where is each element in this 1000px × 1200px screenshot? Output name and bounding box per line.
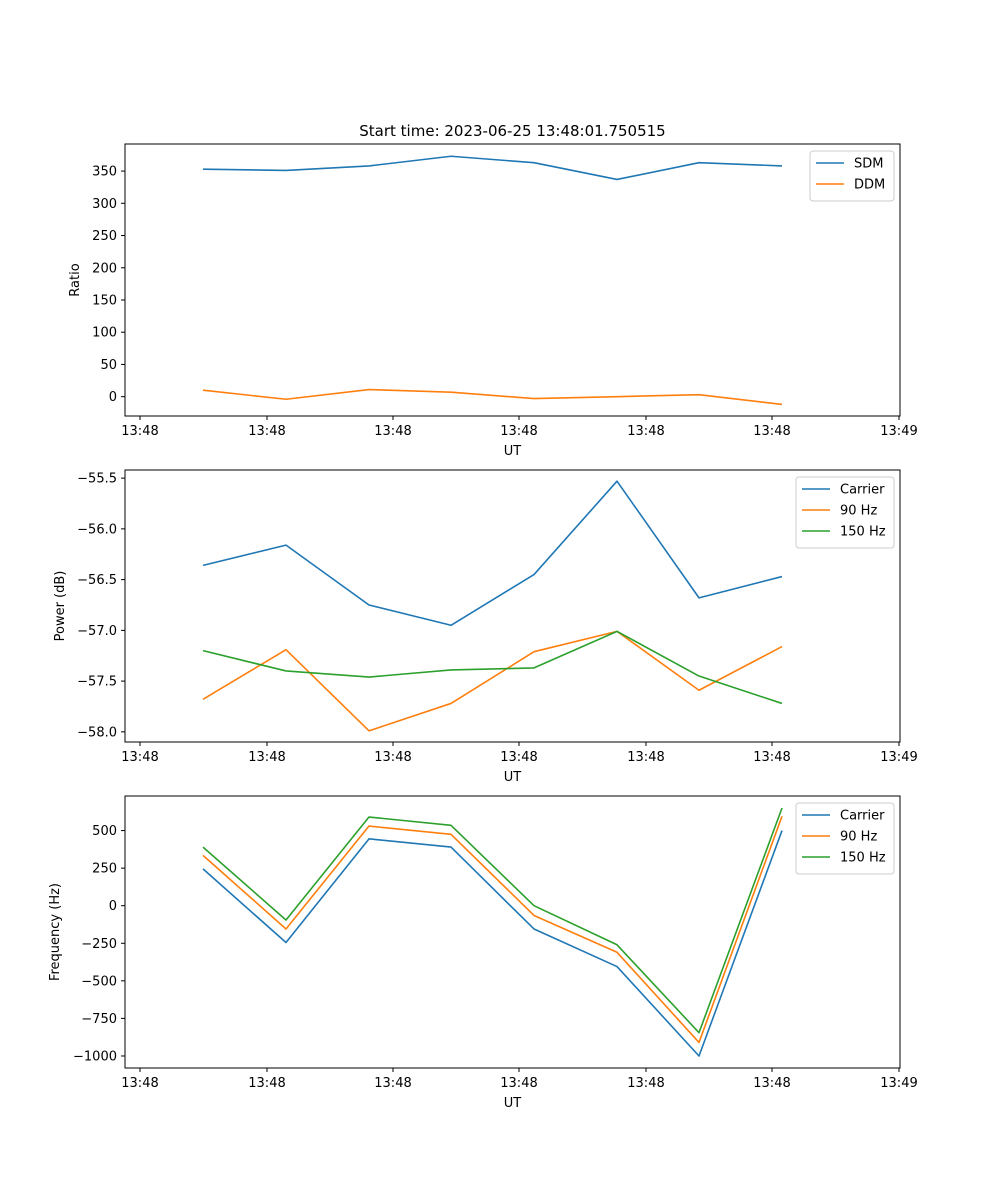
y-axis-label: Frequency (Hz): [48, 883, 63, 981]
x-tick-label: 13:48: [248, 424, 285, 439]
x-tick-label: 13:48: [500, 750, 537, 765]
series-line-90-hz: [202, 816, 783, 1044]
y-tick-label: −57.0: [77, 624, 117, 639]
y-tick-label: −250: [81, 937, 117, 952]
y-tick-label: 300: [92, 197, 117, 212]
legend-entry: Carrier: [840, 809, 885, 824]
y-tick-label: −56.0: [77, 522, 117, 537]
legend: Carrier 90 Hz 150 Hz: [795, 802, 895, 875]
y-tick-label: 250: [92, 862, 117, 877]
y-tick-label: −750: [81, 1012, 117, 1027]
x-tick-label: 13:49: [880, 424, 917, 439]
y-tick-label: 50: [100, 358, 117, 373]
chart-panel-1: 13:48 13:48 13:48 13:48 13:48 13:48 13:49 0 50 10…: [68, 143, 918, 459]
x-tick-label: 13:48: [627, 1076, 664, 1091]
x-tick-label: 13:49: [880, 1076, 917, 1091]
legend-entry: SDM: [854, 157, 883, 172]
legend-entry: Carrier: [840, 483, 885, 498]
legend-entry: 90 Hz: [840, 504, 877, 519]
y-tick-label: 200: [92, 261, 117, 276]
y-tick-label: 500: [92, 824, 117, 839]
series-line-150-hz: [202, 630, 783, 705]
x-tick-label: 13:48: [753, 1076, 790, 1091]
x-tick-label: 13:48: [500, 1076, 537, 1091]
y-tick-label: 0: [109, 390, 117, 405]
x-tick-label: 13:49: [880, 750, 917, 765]
x-tick-label: 13:48: [121, 1076, 158, 1091]
x-tick-label: 13:48: [500, 424, 537, 439]
x-tick-label: 13:48: [753, 750, 790, 765]
x-axis-label: UT: [504, 1096, 522, 1111]
legend-entry: DDM: [854, 178, 885, 193]
series-line-carrier: [202, 830, 783, 1057]
x-tick-label: 13:48: [121, 424, 158, 439]
legend-entry: 150 Hz: [840, 525, 886, 540]
y-tick-label: 350: [92, 165, 117, 180]
figure-title: Start time: 2023-06-25 13:48:01.750515: [359, 122, 665, 140]
x-tick-label: 13:48: [374, 750, 411, 765]
axes-frame: [124, 469, 901, 743]
axes-frame: [124, 143, 901, 417]
chart-panel-2: 13:48 13:48 13:48 13:48 13:48 13:48 13:49 −58.0…: [53, 469, 918, 785]
y-axis-label: Ratio: [68, 263, 83, 296]
y-tick-label: −57.5: [77, 675, 117, 690]
x-tick-label: 13:48: [627, 750, 664, 765]
series-line-150-hz: [202, 807, 783, 1034]
x-tick-label: 13:48: [374, 1076, 411, 1091]
y-tick-label: 250: [92, 229, 117, 244]
x-tick-label: 13:48: [248, 750, 285, 765]
y-tick-label: −1000: [73, 1049, 117, 1064]
x-tick-label: 13:48: [627, 424, 664, 439]
x-tick-label: 13:48: [374, 424, 411, 439]
axes-frame: [124, 795, 901, 1069]
series-line-ddm: [202, 388, 783, 406]
x-axis-label: UT: [504, 444, 522, 459]
y-axis-label: Power (dB): [53, 571, 68, 642]
x-tick-label: 13:48: [248, 1076, 285, 1091]
y-tick-label: −58.0: [77, 725, 117, 740]
series-line-sdm: [202, 155, 783, 181]
legend-entry: 90 Hz: [840, 830, 877, 845]
chart-panel-3: 13:48 13:48 13:48 13:48 13:48 13:48 13:49 −1000…: [48, 795, 918, 1111]
y-tick-label: −500: [81, 974, 117, 989]
legend: SDM DDM: [809, 150, 895, 202]
y-tick-label: 100: [92, 326, 117, 341]
series-line-carrier: [202, 480, 783, 627]
x-axis-label: UT: [504, 770, 522, 785]
x-tick-label: 13:48: [753, 424, 790, 439]
y-tick-label: 0: [109, 899, 117, 914]
legend-entry: 150 Hz: [840, 851, 886, 866]
y-tick-label: −56.5: [77, 573, 117, 588]
y-tick-label: −55.5: [77, 472, 117, 487]
y-tick-label: 150: [92, 293, 117, 308]
series-line-90-hz: [202, 630, 783, 732]
x-tick-label: 13:48: [121, 750, 158, 765]
legend: Carrier 90 Hz 150 Hz: [795, 476, 895, 549]
